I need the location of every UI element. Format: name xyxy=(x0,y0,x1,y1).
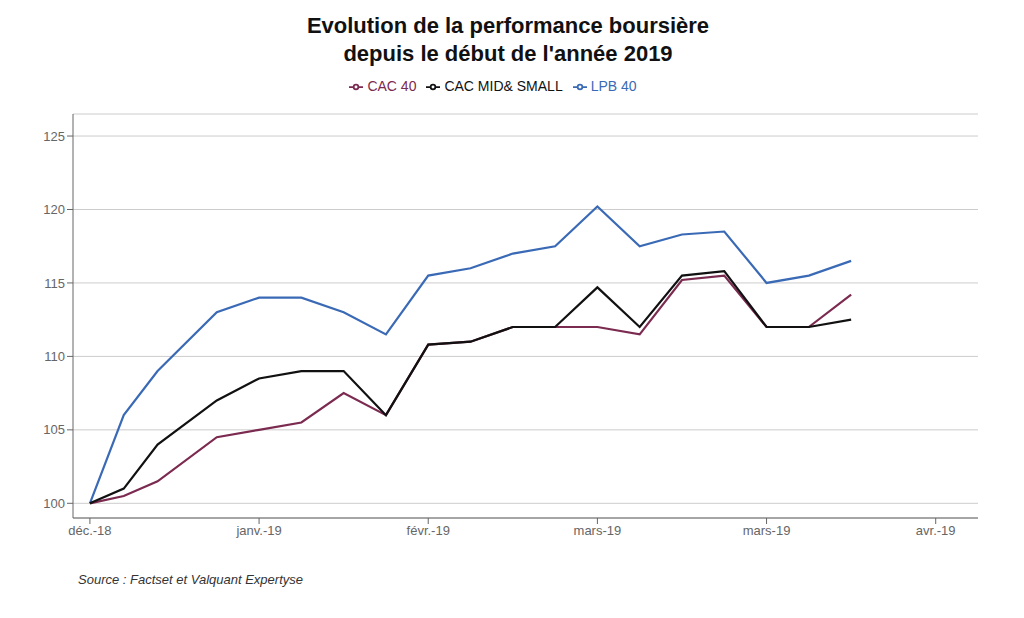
svg-text:105: 105 xyxy=(43,422,65,437)
svg-text:févr.-19: févr.-19 xyxy=(407,523,450,538)
svg-text:janv.-19: janv.-19 xyxy=(235,523,281,538)
svg-text:125: 125 xyxy=(43,129,65,144)
svg-text:120: 120 xyxy=(43,202,65,217)
svg-text:avr.-19: avr.-19 xyxy=(916,523,956,538)
svg-text:115: 115 xyxy=(44,276,65,291)
html-text:depuis le début de l'année 201: depuis le début de l'année 2019 xyxy=(343,41,673,66)
svg-text:100: 100 xyxy=(43,496,65,511)
html-text:CAC 40: CAC 40 xyxy=(367,78,417,94)
html-text:Source : Factset et Valquant E: Source : Factset et Valquant Expertyse xyxy=(78,572,303,587)
svg-text:110: 110 xyxy=(44,349,65,364)
html-text:Evolution de la performance bo: Evolution de la performance boursière xyxy=(306,13,710,38)
html-text:CAC MID& SMALL: CAC MID& SMALL xyxy=(444,78,563,94)
svg-text:déc.-18: déc.-18 xyxy=(68,523,111,538)
svg-text:mars-19: mars-19 xyxy=(574,523,622,538)
html-text:LPB 40: LPB 40 xyxy=(590,78,637,94)
svg-text:mars-19: mars-19 xyxy=(743,523,791,538)
